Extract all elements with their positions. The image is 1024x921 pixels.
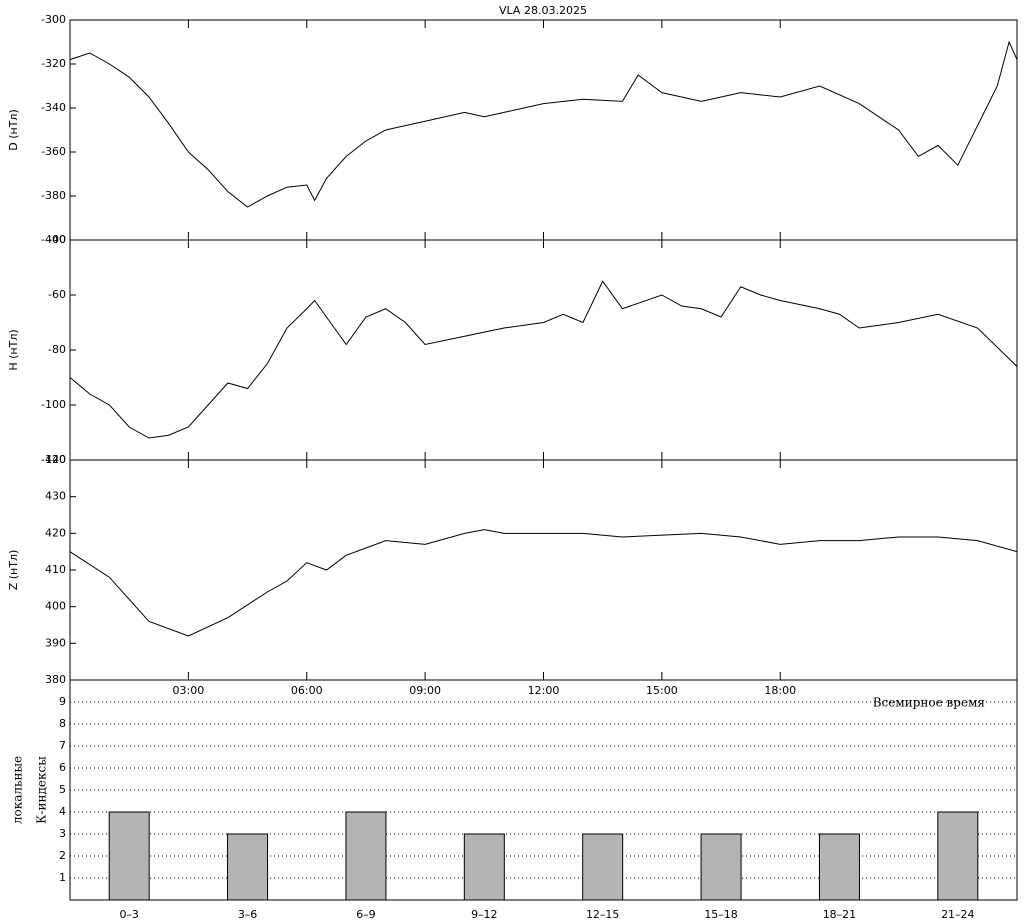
- y-tick-label: -400: [41, 233, 66, 246]
- y-tick-label: 440: [45, 453, 66, 466]
- y-tick-label: 9: [59, 695, 66, 708]
- y-tick-label: 4: [59, 805, 66, 818]
- y-tick-label: 6: [59, 761, 66, 774]
- y-tick-label: -320: [41, 57, 66, 70]
- bar: [700, 833, 742, 901]
- y-tick-label: 3: [59, 827, 66, 840]
- panel-frame: [69, 19, 1018, 241]
- x-tick-label: 12–15: [586, 908, 620, 921]
- y-tick-label: -40: [48, 233, 66, 246]
- y-tick-label: 380: [45, 673, 66, 686]
- bar: [937, 811, 979, 901]
- y-tick-label: -300: [41, 13, 66, 26]
- x-tick-label: 15–18: [704, 908, 738, 921]
- x-tick-label: 12:00: [528, 684, 560, 697]
- panel-frame: [69, 239, 1018, 461]
- y-tick-label: -60: [48, 288, 66, 301]
- x-axis-label: Всемирное время: [873, 696, 985, 710]
- y-tick-label: -100: [41, 398, 66, 411]
- y-tick-label: 5: [59, 783, 66, 796]
- x-tick-label: 18–21: [823, 908, 857, 921]
- y-tick-label: -340: [41, 101, 66, 114]
- x-tick-label: 06:00: [291, 684, 323, 697]
- x-tick-label: 3–6: [238, 908, 258, 921]
- data-line: [69, 40, 1018, 208]
- y-tick-label: 390: [45, 636, 66, 649]
- y-tick-label: -360: [41, 145, 66, 158]
- bar: [818, 833, 860, 901]
- y-tick-label: 8: [59, 717, 66, 730]
- x-tick-label: 09:00: [409, 684, 441, 697]
- y-axis-label: D (нТл): [7, 109, 20, 151]
- chart-title: VLA 28.03.2025: [499, 4, 587, 17]
- bar: [345, 811, 387, 901]
- x-tick-label: 9–12: [471, 908, 498, 921]
- y-tick-label: 430: [45, 490, 66, 503]
- y-tick-label: 410: [45, 563, 66, 576]
- y-tick-label: -120: [41, 453, 66, 466]
- y-axis-label: H (нТл): [7, 329, 20, 370]
- y-tick-label: 1: [59, 871, 66, 884]
- y-tick-label: 400: [45, 600, 66, 613]
- bar: [227, 833, 269, 901]
- bar: [582, 833, 624, 901]
- panel-frame: [69, 459, 1018, 681]
- x-tick-label: 21–24: [941, 908, 975, 921]
- y-tick-label: -380: [41, 189, 66, 202]
- bar: [463, 833, 505, 901]
- y-tick-label: 2: [59, 849, 66, 862]
- y-tick-label: 7: [59, 739, 66, 752]
- x-tick-label: 03:00: [173, 684, 205, 697]
- y-tick-label: 420: [45, 526, 66, 539]
- y-tick-label: -80: [48, 343, 66, 356]
- x-tick-label: 15:00: [646, 684, 678, 697]
- bar: [108, 811, 150, 901]
- x-tick-label: 6–9: [356, 908, 376, 921]
- data-line: [69, 529, 1018, 637]
- x-tick-label: 18:00: [764, 684, 796, 697]
- y-axis-label: локальные: [11, 756, 25, 824]
- data-line: [69, 280, 1018, 439]
- y-axis-label: К-индексы: [35, 756, 49, 824]
- y-axis-label: Z (нТл): [7, 550, 20, 591]
- x-tick-label: 0–3: [119, 908, 139, 921]
